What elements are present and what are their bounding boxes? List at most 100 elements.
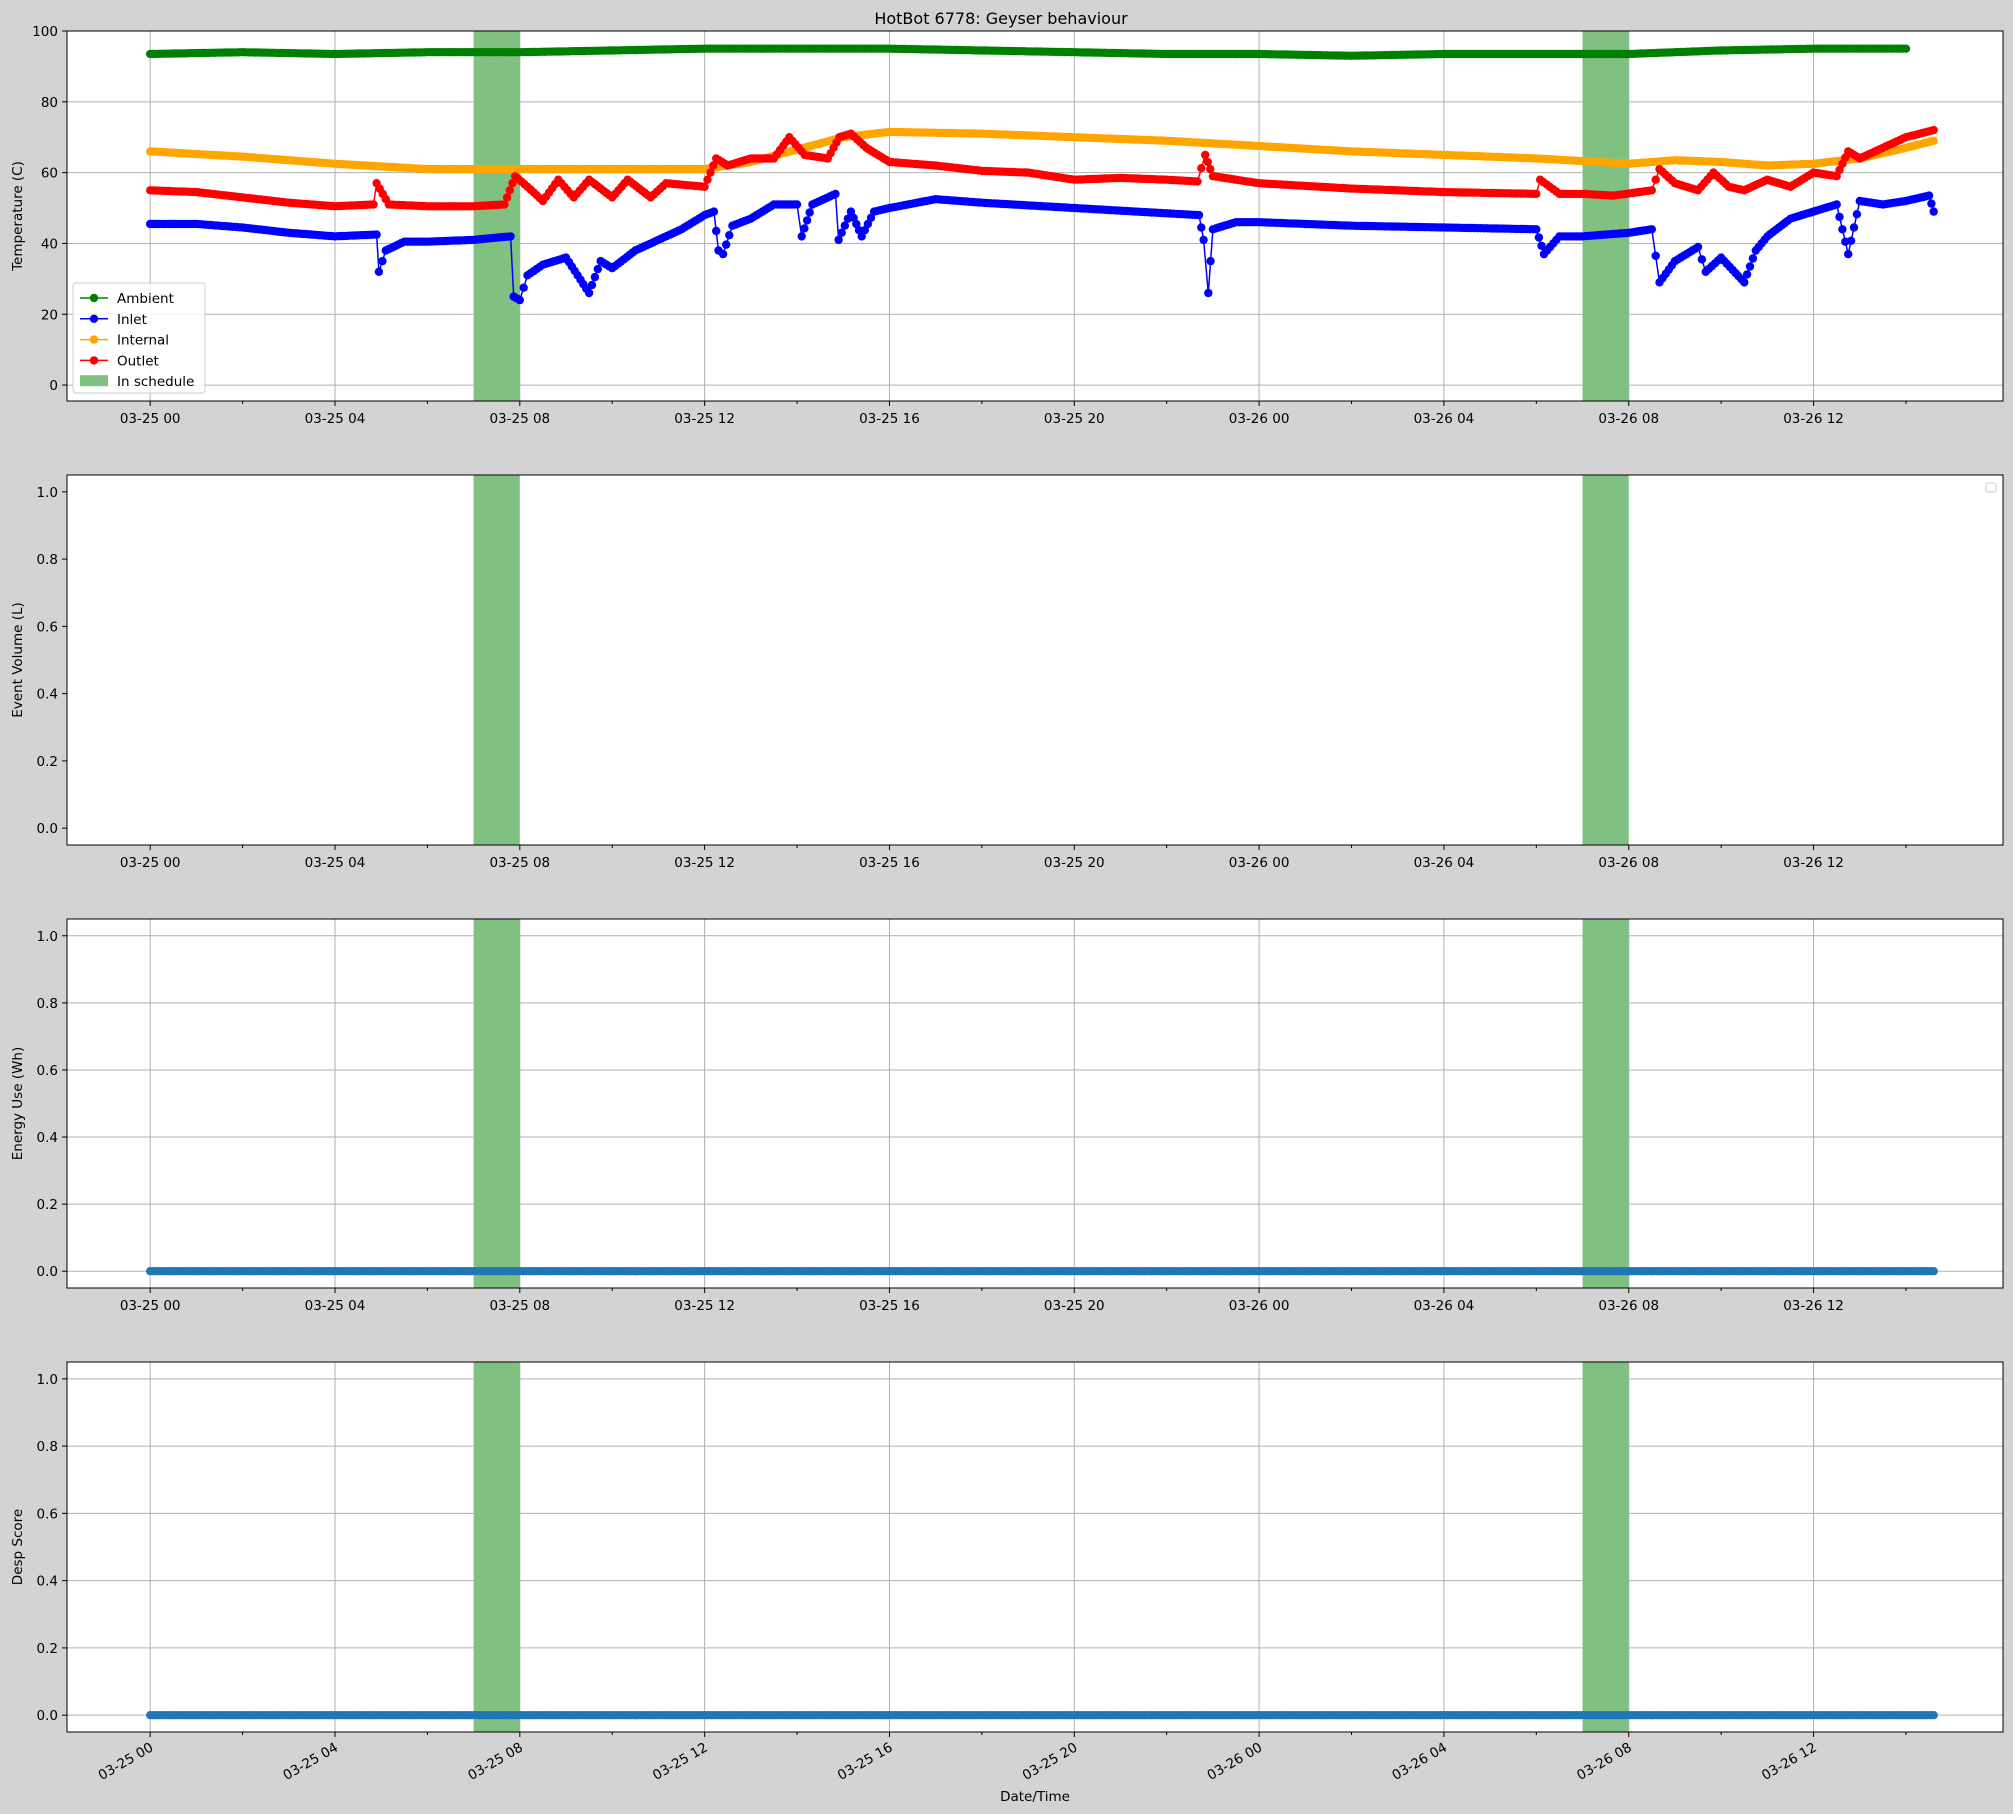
- y-tick-label: 0.4: [37, 1130, 58, 1146]
- legend-marker: [89, 314, 99, 323]
- legend-marker: [89, 293, 99, 303]
- legend-marker: [89, 356, 99, 365]
- data-point: [1748, 254, 1758, 263]
- data-point: [831, 189, 840, 199]
- y-tick-label: 0.4: [37, 687, 58, 703]
- y-tick-label: 0.6: [37, 619, 58, 635]
- data-point: [1742, 270, 1752, 279]
- x-tick-label: 03-26 04: [1414, 1298, 1475, 1314]
- plot-area: [67, 475, 2003, 845]
- data-point: [1206, 164, 1215, 174]
- legend-item-outlet: Outlet: [80, 353, 159, 369]
- data-point: [1647, 186, 1657, 195]
- plot-area: [67, 919, 2003, 1288]
- data-point: [837, 228, 846, 237]
- series-values: [146, 1711, 1938, 1720]
- plot-area: [67, 31, 2003, 401]
- data-point: [800, 224, 809, 233]
- axes-frame: [66, 918, 2004, 1289]
- data-point: [500, 200, 509, 209]
- x-tick-label: 03-26 00: [1229, 1298, 1290, 1314]
- data-point: [1927, 199, 1936, 208]
- y-tick-label: 0.8: [37, 552, 58, 568]
- schedule-span-1: [473, 31, 520, 401]
- schedule-span-2: [1582, 475, 1629, 845]
- y-axis-label: Temperature (C): [10, 161, 26, 272]
- data-point: [515, 295, 524, 305]
- legend-item-internal: Internal: [80, 333, 169, 349]
- data-point: [1534, 233, 1544, 242]
- legend-item-ambient: Ambient: [80, 291, 174, 307]
- data-point: [374, 267, 384, 276]
- y-tick-label: 1.0: [37, 485, 58, 501]
- legend-item-in-schedule: In schedule: [80, 374, 194, 390]
- plot-area: [67, 1362, 2003, 1732]
- data-point: [519, 283, 528, 292]
- x-tick-label: 03-26 12: [1783, 411, 1844, 427]
- y-tick-label: 0.2: [37, 754, 58, 770]
- x-tick-label: 03-25 20: [1044, 855, 1105, 871]
- data-point: [1206, 256, 1215, 266]
- x-tick-label: 03-25 08: [489, 1298, 550, 1314]
- legend: Ambient Inlet Internal Outlet In schedule: [72, 282, 206, 394]
- legend-label: Internal: [117, 333, 169, 349]
- data-point: [1844, 249, 1853, 259]
- y-tick-label: 0.0: [37, 1264, 58, 1280]
- data-point: [712, 226, 721, 236]
- y-tick-label: 0.8: [37, 1439, 58, 1455]
- data-point: [1697, 255, 1707, 264]
- data-point: [372, 230, 381, 239]
- y-tick-label: 0.0: [37, 821, 58, 837]
- schedule-span-1: [473, 919, 520, 1288]
- subplot-3: 0.0 0.2 0.4 0.6 0.8 1.0 03-25 00 03-25 04 03-25 …: [10, 918, 2004, 1314]
- empty-legend-box: [1985, 482, 1997, 493]
- y-tick-label: 0.4: [37, 1574, 58, 1590]
- subplot-2: 0.0 0.2 0.4 0.6 0.8 1.0 03-25 00 03-25 04 03-25 …: [10, 474, 2004, 871]
- x-tick-label: 03-26 04: [1414, 411, 1475, 427]
- legend-label: Inlet: [117, 312, 147, 328]
- data-point: [590, 272, 600, 282]
- schedule-span-1: [473, 475, 520, 845]
- data-point: [1929, 136, 1938, 145]
- chart-title: HotBot 6778: Geyser behaviour: [874, 9, 1128, 28]
- data-point: [840, 221, 849, 230]
- y-tick-label: 1.0: [37, 1372, 58, 1388]
- legend-swatch: [80, 375, 108, 387]
- x-tick-label: 03-25 00: [120, 1298, 181, 1314]
- x-axis-label: Date/Time: [1000, 1789, 1070, 1805]
- axes-frame: [66, 474, 2004, 846]
- axes-frame: [66, 1361, 2004, 1733]
- legend-label: In schedule: [117, 374, 194, 390]
- x-tick-label: 03-25 04: [305, 411, 366, 427]
- subplot-1: 0 20 40 60 80 100 03-25 00 03-25 04 03-25 08 03-2…: [10, 24, 2004, 427]
- data-point: [369, 200, 378, 209]
- data-point: [802, 216, 812, 225]
- y-tick-label: 20: [41, 307, 58, 323]
- data-point: [718, 249, 728, 259]
- data-point: [700, 182, 709, 191]
- data-point: [1835, 212, 1844, 222]
- data-point: [1832, 200, 1841, 209]
- schedule-span-2: [1582, 1362, 1629, 1732]
- x-tick-label: 03-25 20: [1044, 411, 1105, 427]
- legend-label: Ambient: [117, 291, 174, 307]
- x-tick-label: 03-26 00: [1229, 855, 1290, 871]
- y-tick-label: 0.2: [37, 1197, 58, 1213]
- y-tick-label: 1.0: [37, 929, 58, 945]
- data-point: [1901, 44, 1911, 53]
- x-tick-label: 03-25 08: [489, 411, 550, 427]
- data-point: [1532, 225, 1541, 234]
- legend-item-inlet: Inlet: [80, 312, 147, 328]
- y-tick-label: 0.6: [37, 1506, 58, 1522]
- data-point: [1201, 150, 1210, 160]
- data-point: [1651, 175, 1660, 184]
- y-tick-label: 0: [49, 378, 58, 394]
- x-tick-label: 03-25 08: [489, 855, 550, 871]
- data-point: [857, 232, 866, 241]
- data-point: [1846, 236, 1856, 245]
- legend-box: [72, 282, 206, 394]
- data-point: [1532, 189, 1541, 199]
- y-tick-label: 100: [32, 24, 58, 40]
- y-tick-label: 0.0: [37, 1708, 58, 1724]
